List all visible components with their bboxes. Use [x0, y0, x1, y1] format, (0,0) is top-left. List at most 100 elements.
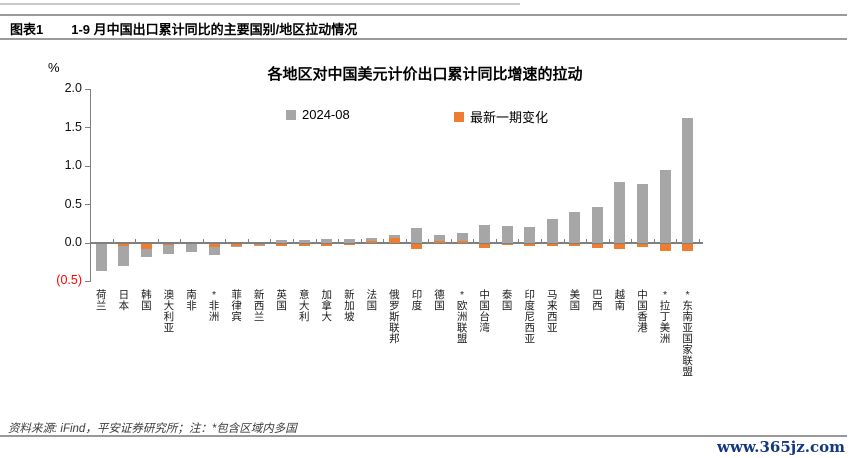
change-value-bar-11 [321, 244, 333, 247]
x-axis-tick [180, 239, 182, 243]
y-axis-label: 0.5 [64, 196, 82, 211]
y-axis-tick [85, 204, 90, 206]
change-value-bar-2 [118, 244, 130, 246]
change-value-bar-16 [434, 240, 446, 243]
change-value-bar-4 [163, 244, 175, 245]
x-axis-tick [518, 239, 520, 243]
change-value-bar-20 [524, 244, 536, 246]
base-value-bar-26 [659, 170, 671, 243]
x-axis-tick [225, 239, 227, 243]
y-axis-label: 2.0 [64, 81, 82, 96]
y-axis-tick [85, 165, 90, 167]
x-axis-tick [112, 239, 114, 243]
x-axis-tick [157, 239, 159, 243]
y-axis-label: (0.5) [56, 273, 82, 288]
base-value-bar-24 [614, 181, 626, 243]
base-value-bar-3 [140, 244, 152, 258]
x-axis-tick [428, 239, 430, 243]
change-value-bar-23 [591, 244, 603, 248]
base-value-bar-22 [569, 212, 581, 243]
y-axis-label: 0.0 [64, 235, 82, 249]
x-axis-category-label: 新西兰 [253, 289, 265, 323]
base-value-bar-17 [456, 233, 468, 243]
x-axis-category-label: * 非洲 [208, 289, 220, 323]
x-axis-tick [202, 239, 204, 243]
change-value-bar-3 [140, 244, 152, 250]
x-axis-category-label: 中国台湾 [479, 289, 490, 334]
base-value-bar-2 [118, 244, 130, 267]
figure-title: 1-9 月中国出口累计同比的主要国别/地区拉动情况 [71, 22, 358, 37]
change-value-bar-24 [614, 244, 626, 250]
x-axis-tick [270, 239, 272, 243]
x-axis-category-label: 越南 [614, 289, 626, 312]
x-axis-category-label: 加拿大 [321, 289, 333, 323]
base-value-bar-27 [682, 117, 694, 243]
x-axis-tick [292, 239, 294, 243]
base-value-bar-13 [366, 237, 378, 243]
top-divider [0, 14, 847, 16]
legend-label: 2024-08 [302, 107, 350, 122]
change-value-bar-22 [569, 244, 581, 247]
x-axis-category-label: 新加坡 [344, 289, 355, 323]
y-axis-tick [85, 280, 90, 282]
change-value-bar-17 [456, 240, 468, 243]
base-value-bar-15 [411, 228, 423, 243]
change-value-bar-7 [231, 244, 243, 246]
base-value-bar-1 [95, 244, 107, 271]
change-value-bar-19 [501, 244, 513, 245]
change-value-bar-10 [298, 244, 310, 246]
legend-swatch-gray [286, 109, 296, 120]
y-axis-label: 1.0 [64, 158, 82, 173]
x-axis-category-label: 马来西亚 [547, 289, 558, 334]
x-axis-tick [676, 239, 678, 243]
x-axis-tick [135, 239, 137, 243]
base-value-bar-8 [253, 244, 265, 246]
y-axis-label: 1.5 [64, 119, 82, 134]
base-value-bar-20 [524, 226, 536, 243]
x-axis-category-label: 巴西 [592, 289, 603, 312]
x-axis-tick [473, 239, 475, 243]
change-value-bar-25 [636, 244, 648, 248]
x-axis-category-label: 印度 [411, 289, 423, 312]
x-axis-category-label: * 东南亚国家联盟 [682, 289, 693, 378]
legend-label: 最新一期变化 [470, 110, 549, 125]
x-axis-category-label: 中国香港 [637, 289, 648, 334]
x-axis-tick [563, 239, 565, 243]
x-axis-tick [608, 239, 610, 243]
change-value-bar-26 [659, 244, 671, 251]
legend-item-2024-08: 2024-08 [286, 107, 350, 122]
base-value-bar-9 [276, 239, 288, 243]
base-value-bar-25 [636, 183, 648, 243]
base-value-bar-5 [185, 244, 197, 253]
base-value-bar-4 [163, 244, 175, 254]
base-value-bar-21 [546, 219, 558, 243]
header-bottom-divider [0, 38, 847, 40]
x-axis-tick [450, 239, 452, 243]
x-axis-tick [586, 239, 588, 243]
change-value-bar-6 [208, 244, 220, 248]
base-value-bar-11 [321, 239, 333, 243]
y-axis-tick [85, 127, 90, 129]
x-axis-tick [698, 239, 700, 243]
legend-item-latest-change: 最新一期变化 [454, 107, 548, 126]
watermark-link[interactable]: www.365jz.com [717, 438, 845, 456]
change-value-bar-9 [276, 244, 288, 247]
base-value-bar-7 [231, 244, 243, 248]
change-value-bar-8 [253, 244, 265, 245]
x-axis-tick [338, 239, 340, 243]
x-axis-category-label: 印度尼西亚 [524, 289, 535, 345]
x-axis-category-label: 日本 [118, 289, 130, 312]
x-axis-category-label: 荷兰 [96, 289, 107, 312]
x-axis-tick [653, 239, 655, 243]
base-value-bar-6 [208, 244, 220, 255]
x-axis-category-label: * 拉丁美洲 [659, 289, 671, 345]
x-axis-category-label: 澳大利亚 [163, 289, 175, 334]
base-value-bar-10 [298, 239, 310, 243]
base-value-bar-23 [591, 206, 603, 243]
legend-swatch-orange [454, 111, 464, 122]
x-axis-tick [315, 239, 317, 243]
top-divider-light [0, 3, 520, 5]
base-value-bar-18 [479, 225, 491, 243]
x-axis-line [90, 242, 703, 244]
